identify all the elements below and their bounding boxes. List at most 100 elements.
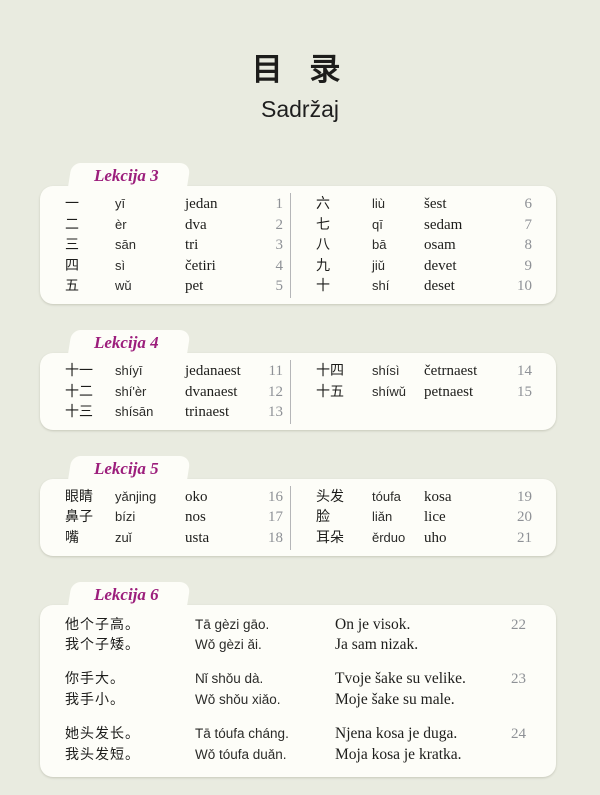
page-number: 13: [268, 404, 283, 421]
lesson-label: Lekcija 5: [94, 458, 159, 478]
pinyin-text: liǎn: [372, 509, 393, 525]
page-number: 1: [275, 196, 284, 212]
lesson-tab: Lekcija 6: [70, 582, 189, 605]
vocab-row: 二 èr dva 2: [65, 215, 283, 236]
translation-text: trinaest: [185, 404, 230, 421]
sentence-group: 你手大。 我手小。 Nǐ shǒu dà. Wǒ shǒu xiǎo. Tvoj…: [65, 669, 526, 711]
vocab-column-right: 六 liù šest 6 七 qī sedam 7 八 bā osam 8: [290, 193, 556, 298]
page-number: 10: [517, 278, 532, 295]
hanzi-text: 十: [316, 278, 330, 295]
page-number: 19: [517, 488, 532, 505]
hanzi-text: 耳朵: [316, 529, 344, 546]
translation-text: usta: [185, 529, 210, 546]
hanzi-line: 我手小。: [65, 691, 125, 708]
translation-text: dva: [185, 216, 207, 233]
vocab-row: 鼻子 bízi nos 17: [65, 507, 283, 528]
hanzi-text: 十四: [316, 362, 344, 379]
translation-sentences: Tvoje šake su velike. Moje šake su male.: [335, 669, 486, 711]
vocab-row: 一 yī jedan 1: [65, 194, 283, 215]
translation-text: devet: [424, 257, 457, 274]
page-number: 17: [268, 509, 283, 526]
section-lekcija-5: Lekcija 5 眼睛 yǎnjing oko 16 鼻子 bízi nos …: [40, 456, 556, 556]
translation-text: jedanaest: [185, 362, 241, 379]
lesson-tab: Lekcija 4: [70, 330, 189, 353]
vocab-row: 十五 shíwǔ petnaest 15: [316, 382, 532, 403]
page-number: 6: [524, 196, 533, 212]
lesson-card: 十一 shíyī jedanaest 11 十二 shí'èr dvanaest…: [40, 352, 556, 430]
translation-text: deset: [424, 278, 455, 295]
page-title-latin: Sadržaj: [261, 96, 339, 122]
translation-line: Ja sam nizak.: [335, 636, 419, 654]
hanzi-text: 十一: [65, 362, 93, 379]
translation-text: dvanaest: [185, 383, 238, 400]
pinyin-sentences: Tā gèzi gāo. Wǒ gèzi ǎi.: [195, 615, 335, 657]
pinyin-text: zuǐ: [115, 529, 132, 545]
pinyin-line: Nǐ shǒu dà.: [195, 671, 264, 687]
translation-line: Tvoje šake su velike.: [335, 670, 466, 688]
sentence-group: 他个子高。 我个子矮。 Tā gèzi gāo. Wǒ gèzi ǎi. On …: [65, 615, 526, 657]
page-number: 2: [275, 216, 284, 233]
translation-text: tri: [185, 237, 199, 254]
page-number: 23: [511, 671, 526, 688]
page-number: 14: [517, 362, 532, 379]
pinyin-text: sān: [115, 237, 136, 253]
title-block: 目 录 Sadržaj: [0, 0, 600, 123]
lesson-label: Lekcija 3: [94, 166, 159, 185]
hanzi-text: 三: [65, 237, 79, 254]
hanzi-sentences: 她头发长。 我头发短。: [65, 724, 195, 766]
section-lekcija-6: Lekcija 6 他个子高。 我个子矮。 Tā gèzi gāo. Wǒ gè…: [40, 582, 556, 778]
pinyin-text: shísān: [115, 404, 154, 420]
translation-text: četrnaest: [424, 362, 478, 379]
pinyin-line: Tā gèzi gāo.: [195, 616, 270, 632]
section-lekcija-4: Lekcija 4 十一 shíyī jedanaest 11 十二 shí'è…: [40, 330, 556, 430]
pinyin-text: shí'èr: [115, 383, 147, 399]
hanzi-line: 他个子高。: [65, 616, 140, 633]
lesson-card: 眼睛 yǎnjing oko 16 鼻子 bízi nos 17 嘴 zuǐ u…: [40, 478, 556, 556]
lesson-tab: Lekcija 5: [70, 456, 189, 479]
pinyin-text: sì: [115, 257, 126, 273]
page-number: 11: [268, 362, 283, 379]
translation-text: oko: [185, 488, 208, 505]
vocab-row: 嘴 zuǐ usta 18: [65, 528, 283, 549]
hanzi-text: 鼻子: [65, 509, 93, 526]
vocab-column-left: 十一 shíyī jedanaest 11 十二 shí'èr dvanaest…: [40, 360, 290, 424]
vocab-row: 耳朵 ěrduo uho 21: [316, 528, 532, 549]
pinyin-text: shí: [372, 278, 390, 294]
pinyin-text: jiǔ: [372, 257, 386, 273]
hanzi-text: 六: [316, 196, 330, 212]
hanzi-text: 五: [65, 278, 79, 295]
vocab-row: 十 shí deset 10: [316, 276, 532, 297]
hanzi-text: 十三: [65, 404, 93, 421]
pinyin-text: liù: [372, 196, 386, 211]
translation-line: On je visok.: [335, 615, 411, 633]
translation-text: jedan: [185, 196, 218, 212]
pinyin-text: shíyī: [115, 362, 143, 378]
page-number: 18: [268, 529, 283, 546]
translation-text: pet: [185, 278, 204, 295]
hanzi-text: 八: [316, 237, 330, 254]
translation-text: lice: [424, 509, 446, 526]
pinyin-line: Tā tóufa cháng.: [195, 725, 289, 741]
vocab-row: 四 sì četiri 4: [65, 256, 283, 277]
vocab-row: 六 liù šest 6: [316, 194, 532, 215]
hanzi-text: 一: [65, 196, 79, 212]
hanzi-text: 七: [316, 216, 330, 233]
vocab-row: 头发 tóufa kosa 19: [316, 487, 532, 508]
translation-text: nos: [185, 509, 206, 526]
translation-text: osam: [424, 237, 456, 254]
hanzi-text: 嘴: [65, 529, 79, 546]
vocab-column-left: 一 yī jedan 1 二 èr dva 2 三 sān tri 3: [40, 193, 290, 298]
pinyin-text: shísì: [372, 362, 400, 378]
pinyin-sentences: Tā tóufa cháng. Wǒ tóufa duǎn.: [195, 724, 335, 766]
hanzi-sentences: 你手大。 我手小。: [65, 669, 195, 711]
pinyin-text: tóufa: [372, 488, 401, 504]
pinyin-text: shíwǔ: [372, 383, 406, 399]
pinyin-sentences: Nǐ shǒu dà. Wǒ shǒu xiǎo.: [195, 669, 335, 711]
vocab-row: 脸 liǎn lice 20: [316, 507, 532, 528]
page-number: 15: [517, 383, 532, 400]
page-number: 24: [511, 725, 526, 742]
page-number: 8: [524, 237, 533, 254]
pinyin-line: Wǒ shǒu xiǎo.: [195, 691, 281, 707]
hanzi-text: 九: [316, 257, 330, 274]
vocab-row: 十三 shísān trinaest 13: [65, 402, 283, 423]
